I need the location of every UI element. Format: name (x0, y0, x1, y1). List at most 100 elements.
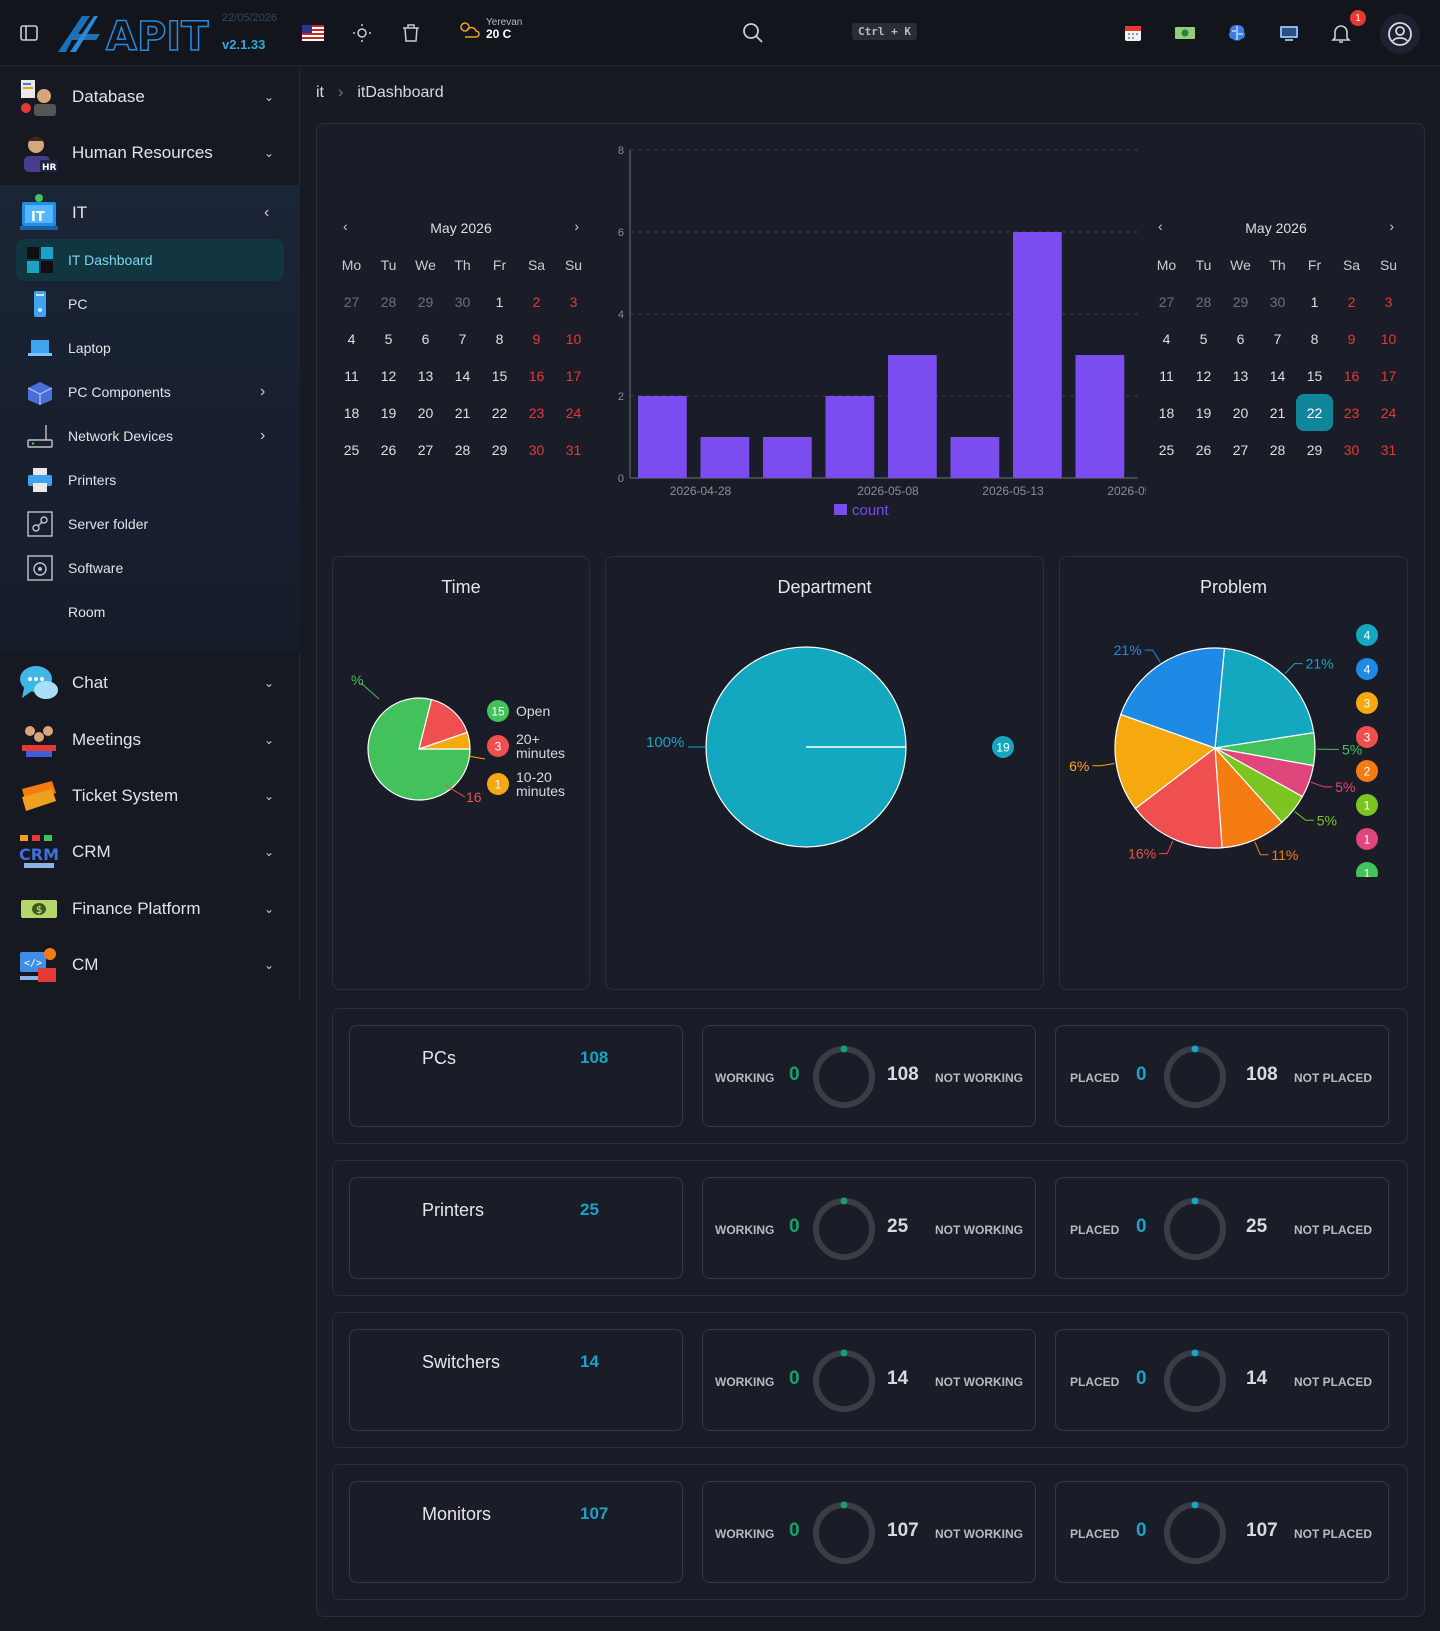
calendar-day[interactable]: 28 (1269, 441, 1286, 458)
calendar-day[interactable]: 30 (454, 293, 471, 310)
apit-logo[interactable]: APIT (56, 12, 216, 61)
calendar-day[interactable]: 30 (528, 441, 545, 458)
working-gauge-box[interactable]: WORKING 0 107 NOT WORKING (702, 1481, 1036, 1583)
user-avatar[interactable] (1380, 14, 1420, 54)
calendar-day[interactable]: 11 (1159, 367, 1174, 384)
sidebar-item-crm[interactable]: CRM CRM ⌄ (0, 824, 300, 880)
calendar-day[interactable]: 12 (1195, 367, 1212, 384)
calendar-day[interactable]: 29 (1232, 293, 1249, 310)
calendar-day[interactable]: 15 (491, 367, 508, 384)
sidebar-item-finance-platform[interactable]: $ Finance Platform ⌄ (0, 881, 300, 937)
calendar-day[interactable]: 13 (417, 367, 434, 384)
sidebar-item-meetings[interactable]: Meetings ⌄ (0, 712, 300, 768)
search-icon[interactable] (738, 18, 768, 48)
stat-total-box[interactable]: PCs 108 (349, 1025, 683, 1127)
sidebar-item-cm[interactable]: </> CM ⌄ (0, 937, 300, 993)
calendar-day[interactable]: 8 (1310, 330, 1319, 347)
bell-icon[interactable] (1326, 18, 1356, 48)
calendar-day[interactable]: 25 (1158, 441, 1175, 458)
calendar-day[interactable]: 30 (1269, 293, 1286, 310)
next-month-icon[interactable]: › (1389, 218, 1394, 234)
calendar-day[interactable]: 5 (1199, 330, 1208, 347)
trash-icon[interactable] (396, 18, 426, 48)
calendar-day[interactable]: 1 (1310, 293, 1319, 310)
weather-widget[interactable]: Yerevan 20 C (456, 17, 522, 41)
calendar-day[interactable]: 16 (528, 367, 545, 384)
calendar-day[interactable]: 19 (380, 404, 397, 421)
sidebar-item-software[interactable]: Software (16, 547, 284, 589)
calendar-day[interactable]: 24 (565, 404, 582, 421)
placed-gauge-box[interactable]: PLACED 0 108 NOT PLACED (1055, 1025, 1389, 1127)
calendar-day[interactable]: 31 (565, 441, 582, 458)
calendar-day[interactable]: 18 (343, 404, 360, 421)
placed-gauge-box[interactable]: PLACED 0 107 NOT PLACED (1055, 1481, 1389, 1583)
placed-gauge-box[interactable]: PLACED 0 25 NOT PLACED (1055, 1177, 1389, 1279)
calendar-day[interactable]: 5 (384, 330, 393, 347)
working-gauge-box[interactable]: WORKING 0 25 NOT WORKING (702, 1177, 1036, 1279)
calendar-day[interactable]: 2 (1347, 293, 1356, 310)
calendar-day[interactable]: 29 (417, 293, 434, 310)
calendar-day[interactable]: 27 (343, 293, 360, 310)
stat-total-box[interactable]: Printers 25 (349, 1177, 683, 1279)
calendar-day[interactable]: 28 (380, 293, 397, 310)
calendar-day[interactable]: 8 (495, 330, 504, 347)
calendar-day[interactable]: 17 (565, 367, 582, 384)
sidebar-item-printers[interactable]: Printers (16, 459, 284, 501)
support-icon[interactable] (1274, 18, 1304, 48)
calendar-icon[interactable] (1118, 18, 1148, 48)
calendar-day[interactable]: 27 (417, 441, 434, 458)
calendar-day[interactable]: 9 (532, 330, 541, 347)
calendar-day[interactable]: 12 (380, 367, 397, 384)
calendar-day[interactable]: 14 (1269, 367, 1286, 384)
calendar-day[interactable]: 6 (421, 330, 430, 347)
calendar-day[interactable]: 29 (491, 441, 508, 458)
calendar-day[interactable]: 7 (1273, 330, 1282, 347)
sidebar-toggle-icon[interactable] (14, 18, 44, 48)
calendar-day[interactable]: 20 (1232, 404, 1249, 421)
sidebar-item-human-resources[interactable]: HR Human Resources ⌄ (0, 125, 300, 181)
calendar-day[interactable]: 15 (1306, 367, 1323, 384)
sidebar-item-pc[interactable]: PC (16, 283, 284, 325)
calendar-day[interactable]: 28 (454, 441, 471, 458)
calendar-day[interactable]: 17 (1380, 367, 1397, 384)
sidebar-item-ticket-system[interactable]: Ticket System ⌄ (0, 768, 300, 824)
sidebar-item-room[interactable]: Room (16, 591, 284, 633)
calendar-day[interactable]: 7 (458, 330, 467, 347)
calendar-day[interactable]: 10 (565, 330, 582, 347)
calendar-day[interactable]: 25 (343, 441, 360, 458)
calendar-day[interactable]: 22 (1296, 394, 1333, 431)
calendar-day[interactable]: 3 (569, 293, 578, 310)
calendar-day[interactable]: 30 (1343, 441, 1360, 458)
calendar-day[interactable]: 13 (1232, 367, 1249, 384)
calendar-day[interactable]: 27 (1232, 441, 1249, 458)
placed-gauge-box[interactable]: PLACED 0 14 NOT PLACED (1055, 1329, 1389, 1431)
calendar-day[interactable]: 31 (1380, 441, 1397, 458)
calendar-day[interactable]: 10 (1380, 330, 1397, 347)
sidebar-item-chat[interactable]: Chat ⌄ (0, 655, 300, 711)
calendar-day[interactable]: 16 (1343, 367, 1360, 384)
calendar-day[interactable]: 3 (1384, 293, 1393, 310)
working-gauge-box[interactable]: WORKING 0 108 NOT WORKING (702, 1025, 1036, 1127)
calendar-day[interactable]: 27 (1158, 293, 1175, 310)
sidebar-item-network-devices[interactable]: Network Devices › (16, 415, 284, 457)
calendar-day[interactable]: 19 (1195, 404, 1212, 421)
calendar-day[interactable]: 14 (454, 367, 471, 384)
calendar-day[interactable]: 6 (1236, 330, 1245, 347)
calendar-day[interactable]: 26 (380, 441, 397, 458)
calendar-day[interactable]: 18 (1158, 404, 1175, 421)
calendar-day[interactable]: 11 (344, 367, 359, 384)
calendar-day[interactable]: 23 (528, 404, 545, 421)
calendar-day[interactable]: 1 (495, 293, 504, 310)
calendar-day[interactable]: 9 (1347, 330, 1356, 347)
calendar-day[interactable]: 21 (1269, 404, 1286, 421)
calendar-day[interactable]: 29 (1306, 441, 1323, 458)
calendar-day[interactable]: 23 (1343, 404, 1360, 421)
breadcrumb-root[interactable]: it (316, 84, 324, 101)
prev-month-icon[interactable]: ‹ (343, 218, 348, 234)
next-month-icon[interactable]: › (574, 218, 579, 234)
calendar-day[interactable]: 4 (1162, 330, 1171, 347)
sidebar-item-it[interactable]: IT IT ‹ (0, 185, 300, 241)
sidebar-item-it-dashboard[interactable]: IT Dashboard (16, 239, 284, 281)
calendar-day[interactable]: 22 (491, 404, 508, 421)
calendar-day[interactable]: 4 (347, 330, 356, 347)
